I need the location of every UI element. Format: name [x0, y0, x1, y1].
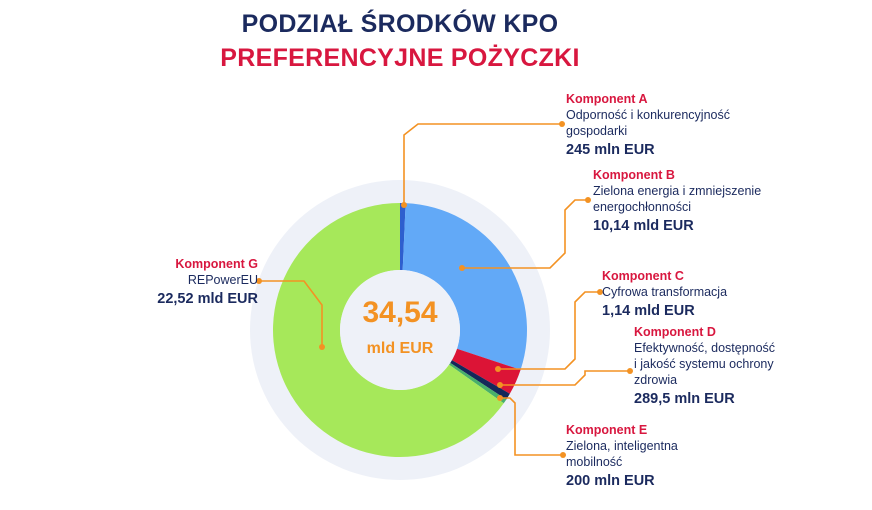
center-total-value: 34,54	[362, 296, 438, 329]
leader-line	[500, 370, 630, 386]
slice-label-description: Efektywność, dostępność	[634, 341, 776, 355]
slice-label: Komponent G REPowerEU 22,52 mld EUR	[98, 256, 258, 307]
leader-dot	[585, 197, 591, 203]
slice-label: Komponent E Zielona, inteligentna mobilnoś…	[566, 422, 678, 489]
leader-dot	[319, 344, 325, 350]
slice-label-name: Komponent C	[602, 269, 684, 283]
slice-label-description: gospodarki	[566, 124, 628, 138]
slice-komponent-g	[273, 203, 504, 457]
slice-label-description: zdrowia	[634, 373, 678, 387]
center-total-unit: mld EUR	[366, 340, 434, 357]
slice-label-description: mobilność	[566, 455, 623, 469]
slice-label-value: 10,14 mld EUR	[593, 218, 694, 234]
slice-label-description: energochłonności	[593, 200, 691, 214]
slice-komponent-a	[400, 203, 406, 271]
slice-label: Komponent C Cyfrowa transformacja 1,14 mld…	[602, 268, 727, 319]
leader-dot	[597, 289, 603, 295]
slice-label: Komponent D Efektywność, dostępność i jako…	[634, 324, 775, 407]
leader-lines	[256, 121, 633, 458]
leader-dot	[495, 366, 501, 372]
slice-label-name: Komponent D	[634, 325, 716, 339]
leader-dot	[627, 368, 633, 374]
slice-label: Komponent A Odporność i konkurencyjność go…	[566, 91, 730, 158]
slice-label-name: Komponent E	[566, 423, 648, 437]
slice-label-value: 1,14 mld EUR	[602, 303, 695, 319]
leader-line	[498, 291, 600, 370]
leader-line	[500, 397, 563, 456]
leader-dot	[497, 395, 503, 401]
donut-slices	[273, 203, 527, 457]
leader-dot	[560, 452, 566, 458]
chart-title: PODZIAŁ ŚRODKÓW KPO	[241, 10, 559, 38]
leader-dot	[497, 382, 503, 388]
slice-label-value: 289,5 mln EUR	[634, 391, 735, 407]
slice-label-description: Cyfrowa transformacja	[602, 285, 728, 299]
slice-label-description: Zielona energia i zmniejszenie	[593, 184, 762, 198]
slice-label-name: Komponent A	[566, 92, 648, 106]
slice-komponent-e	[449, 362, 507, 404]
chart-subtitle: PREFERENCYJNE POŻYCZKI	[220, 44, 580, 72]
leader-dot	[256, 278, 262, 284]
slice-komponent-c	[451, 348, 521, 394]
slice-label-value: 200 mln EUR	[566, 473, 655, 489]
slice-label: Komponent B Zielona energia i zmniejszeni…	[593, 167, 761, 234]
leader-dot	[559, 121, 565, 127]
slice-label-value: 245 mln EUR	[566, 142, 655, 158]
leader-dot	[459, 265, 465, 271]
inner-circle	[340, 270, 460, 390]
slice-label-description: i jakość systemu ochrony	[634, 357, 774, 371]
slice-label-name: Komponent B	[593, 168, 675, 182]
leader-dot	[401, 202, 407, 208]
slice-label-value: 22,52 mld EUR	[157, 291, 258, 307]
slice-label-description: Zielona, inteligentna	[566, 439, 678, 453]
slice-label-name: Komponent G	[175, 257, 258, 271]
slice-label-description: Odporność i konkurencyjność	[566, 108, 730, 122]
leader-line	[462, 199, 588, 269]
leader-line	[259, 280, 323, 347]
slice-label-description: REPowerEU	[187, 273, 258, 287]
slice-komponent-d	[450, 360, 510, 400]
slice-komponent-b	[402, 203, 527, 370]
leader-line	[403, 123, 562, 205]
